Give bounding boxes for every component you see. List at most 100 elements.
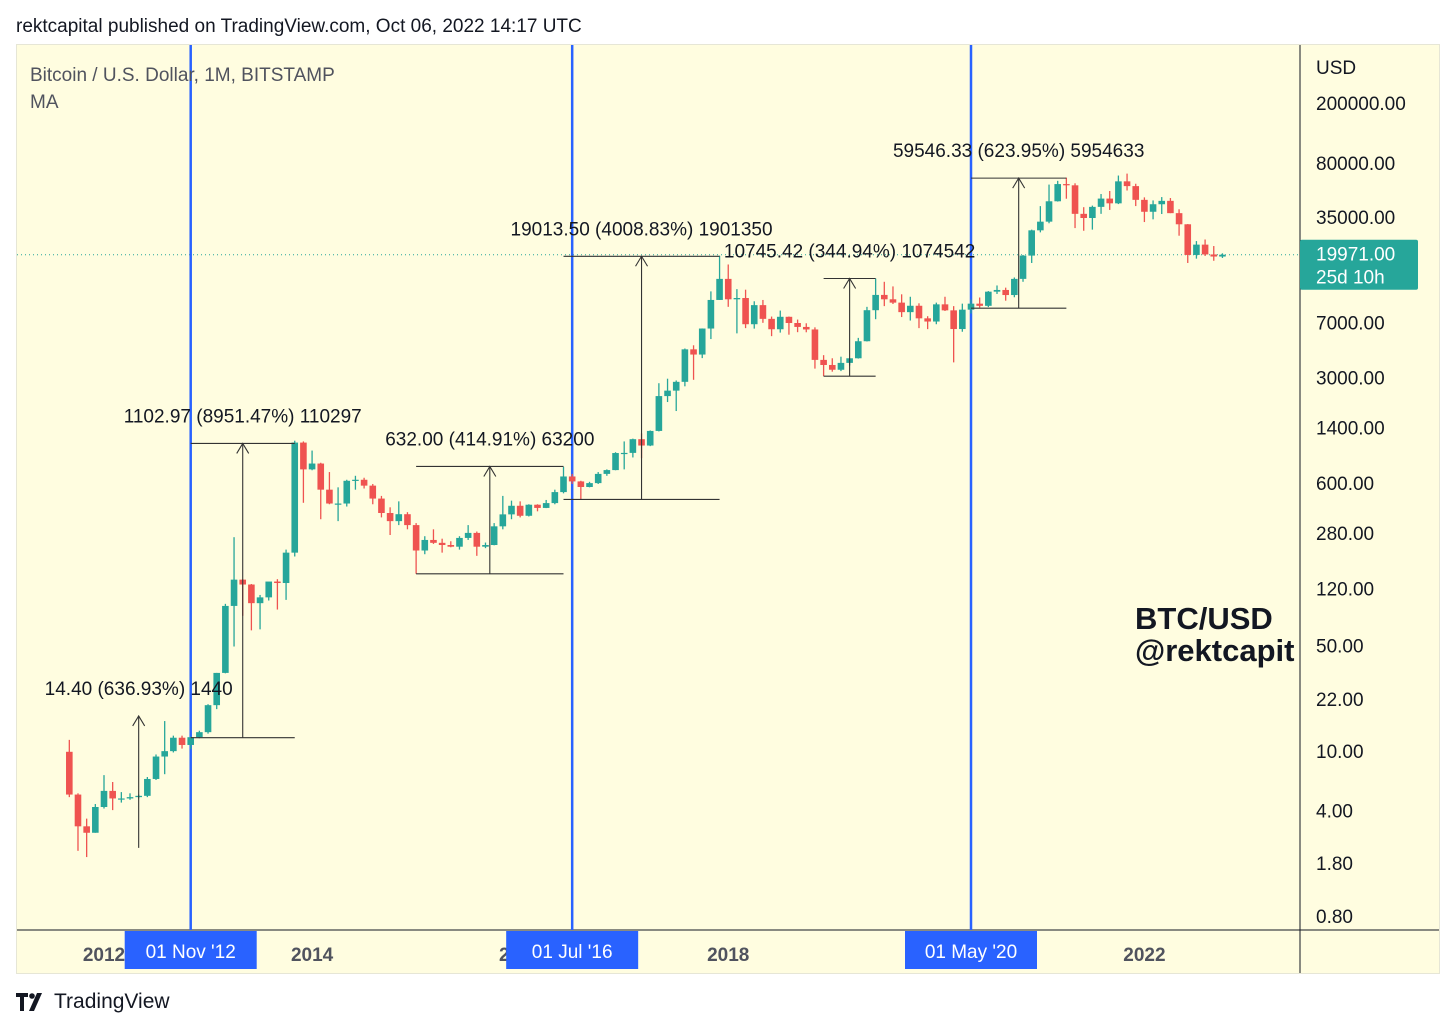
candlestick-chart[interactable]: 14.40 (636.93%) 1440 1102.97 (8951.47%) 1… bbox=[17, 45, 1440, 974]
candle-body bbox=[1106, 198, 1114, 204]
x-tick-label: 2012 bbox=[83, 945, 125, 966]
cycle-marker-label: 01 Nov '12 bbox=[146, 942, 236, 963]
candle-body bbox=[586, 483, 593, 487]
candle-body bbox=[308, 463, 316, 470]
candle-body bbox=[334, 503, 342, 505]
candle-body bbox=[690, 349, 697, 355]
cycle-marker-badge bbox=[124, 931, 257, 969]
candle-body bbox=[525, 504, 533, 516]
candle-body bbox=[707, 299, 715, 329]
candle-body bbox=[603, 470, 611, 474]
y-tick-label: 10.00 bbox=[1316, 742, 1364, 763]
measure-arrowhead bbox=[236, 442, 250, 454]
candle-body bbox=[802, 326, 810, 330]
candle-body bbox=[542, 503, 550, 508]
candle-body bbox=[759, 305, 767, 319]
candle-body bbox=[1028, 230, 1035, 256]
candle-body bbox=[794, 323, 801, 327]
candle-body bbox=[742, 298, 749, 325]
candle-body bbox=[924, 318, 931, 322]
candle-body bbox=[490, 526, 498, 546]
candle-body bbox=[456, 537, 463, 547]
measure-label: 19013.50 (4008.83%) 1901350 bbox=[511, 219, 773, 240]
candle-body bbox=[1158, 200, 1166, 205]
candle-body bbox=[386, 513, 394, 522]
candle-body bbox=[733, 298, 741, 300]
candle-body bbox=[482, 545, 489, 547]
candle-body bbox=[256, 597, 264, 604]
candle-body bbox=[1011, 278, 1018, 296]
candle-body bbox=[724, 278, 732, 300]
candle-body bbox=[967, 303, 975, 310]
candle-body bbox=[976, 303, 983, 306]
y-tick-label: 200000.00 bbox=[1316, 94, 1406, 115]
measure-arrowhead bbox=[843, 277, 857, 289]
candle-body bbox=[1149, 204, 1157, 212]
indicator-label: MA bbox=[30, 92, 59, 113]
candle-body bbox=[213, 672, 221, 706]
candle-body bbox=[196, 732, 203, 738]
candle-body bbox=[993, 289, 1001, 292]
candle-body bbox=[187, 737, 194, 745]
candle-body bbox=[646, 430, 654, 446]
y-tick-label: 600.00 bbox=[1316, 474, 1374, 495]
chart-frame[interactable]: 14.40 (636.93%) 1440 1102.97 (8951.47%) 1… bbox=[16, 44, 1440, 974]
candle-body bbox=[1080, 213, 1088, 219]
candle-body bbox=[655, 396, 663, 431]
cycle-marker-label: 01 Jul '16 bbox=[532, 942, 613, 963]
candle-body bbox=[933, 304, 940, 322]
candle-body bbox=[83, 826, 90, 833]
candle-body bbox=[126, 797, 134, 799]
candle-body bbox=[1210, 254, 1218, 257]
candle-body bbox=[872, 294, 879, 311]
current-price-badge bbox=[1300, 239, 1418, 290]
y-tick-label: 4.00 bbox=[1316, 802, 1353, 823]
y-tick-label: 1.80 bbox=[1316, 854, 1353, 875]
y-tick-label: 7000.00 bbox=[1316, 313, 1385, 334]
y-tick-label: 1400.00 bbox=[1316, 419, 1385, 440]
candle-body bbox=[282, 552, 290, 584]
candle-body bbox=[1193, 244, 1200, 255]
candle-body bbox=[499, 514, 507, 527]
candle-body bbox=[326, 489, 333, 504]
candle-body bbox=[109, 790, 116, 799]
candle-body bbox=[404, 514, 411, 526]
candle-body bbox=[430, 539, 437, 543]
candle-body bbox=[698, 328, 706, 355]
candle-body bbox=[716, 278, 723, 300]
candle-body bbox=[959, 309, 966, 330]
y-tick-label: 50.00 bbox=[1316, 637, 1364, 658]
y-tick-label: 280.00 bbox=[1316, 524, 1374, 545]
candle-body bbox=[1115, 181, 1122, 204]
candle-body bbox=[204, 705, 212, 733]
measure-label: 1102.97 (8951.47%) 110297 bbox=[124, 406, 362, 427]
candle-body bbox=[828, 364, 836, 370]
candle-body bbox=[412, 525, 420, 551]
candle-body bbox=[516, 505, 524, 516]
candle-body bbox=[178, 737, 186, 745]
candle-body bbox=[1089, 206, 1096, 219]
candle-body bbox=[1141, 199, 1148, 212]
candle-body bbox=[863, 310, 871, 342]
candle-body bbox=[1132, 186, 1140, 200]
candle-body bbox=[274, 581, 281, 584]
publish-caption: rektcapital published on TradingView.com… bbox=[16, 16, 582, 37]
candle-body bbox=[1175, 213, 1183, 225]
tradingview-logo[interactable]: TradingView bbox=[16, 990, 170, 1014]
y-tick-label: 0.80 bbox=[1316, 907, 1353, 928]
y-tick-label: 3000.00 bbox=[1316, 369, 1385, 390]
watermark-line-2: @rektcapit bbox=[1135, 633, 1294, 668]
candle-body bbox=[811, 329, 819, 360]
candle-body bbox=[74, 794, 82, 827]
measure-arrowhead bbox=[483, 465, 497, 477]
candle-body bbox=[1123, 181, 1131, 187]
candle-body bbox=[941, 304, 949, 311]
cycle-marker-badge bbox=[506, 931, 639, 969]
candle-body bbox=[837, 362, 845, 370]
x-tick-label: 2018 bbox=[707, 945, 749, 966]
candle-body bbox=[1097, 198, 1105, 207]
candle-body bbox=[950, 310, 957, 330]
candle-body bbox=[222, 605, 229, 673]
candle-body bbox=[594, 473, 602, 484]
candle-body bbox=[1167, 200, 1174, 214]
